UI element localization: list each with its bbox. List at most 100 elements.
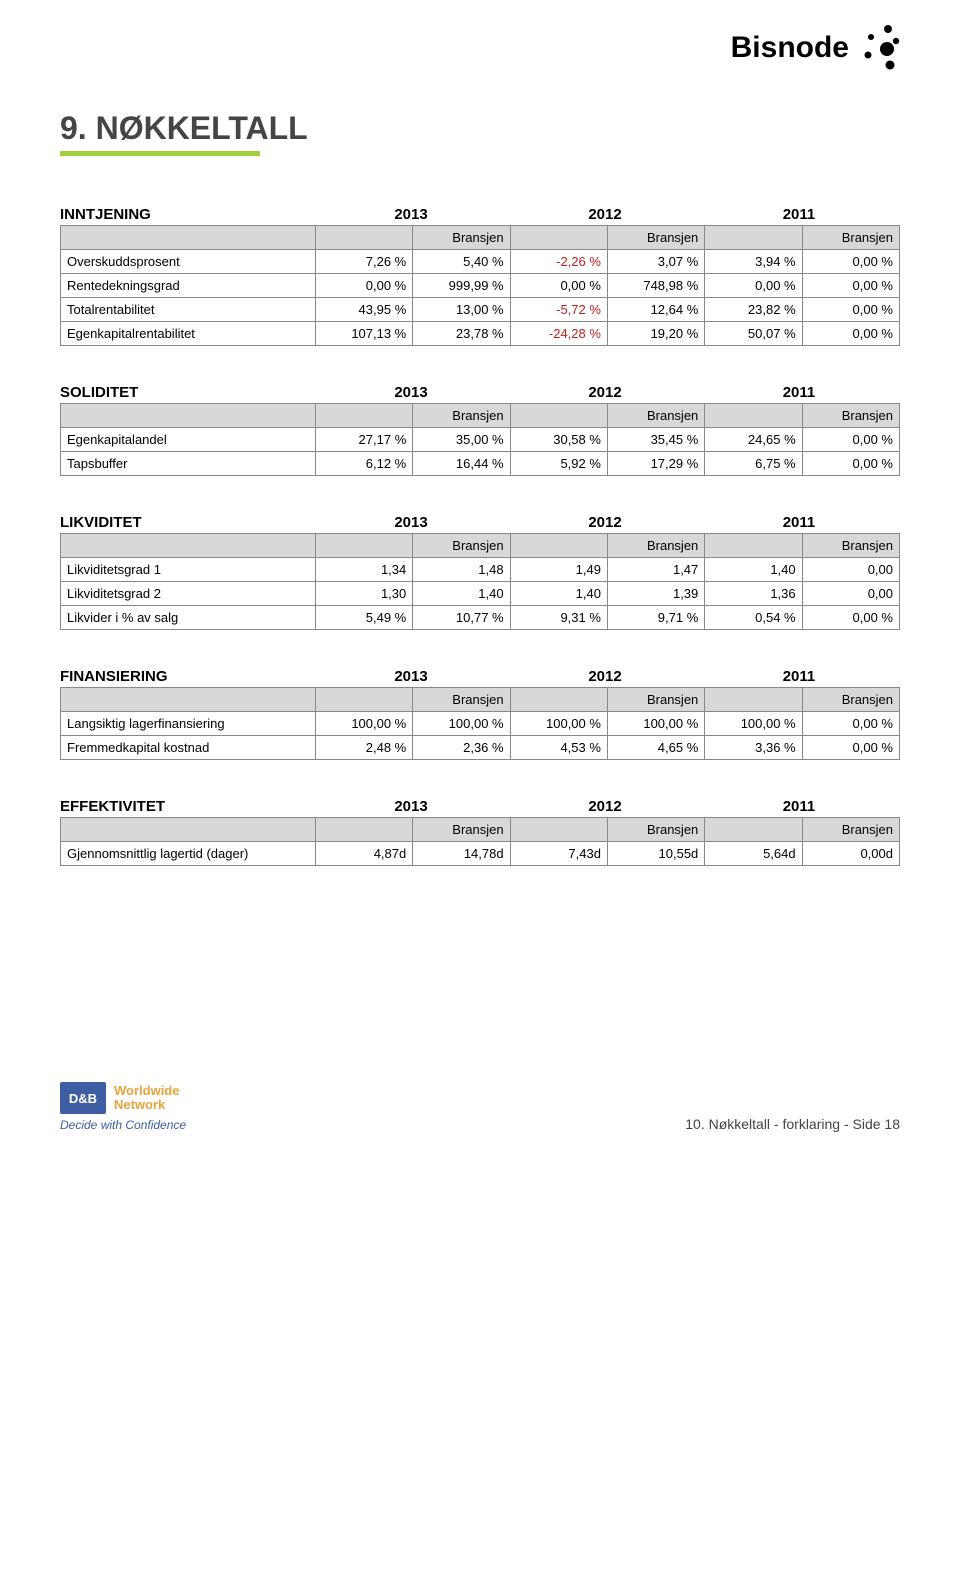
cell-value: 1,40: [705, 558, 802, 582]
year-header: 2013: [314, 514, 508, 531]
cell-value: 4,65 %: [607, 736, 704, 760]
cell-value: 3,94 %: [705, 250, 802, 274]
table-row: Tapsbuffer6,12 %16,44 %5,92 %17,29 %6,75…: [61, 452, 900, 476]
cell-value: 35,45 %: [607, 428, 704, 452]
cell-value: 100,00 %: [510, 712, 607, 736]
subheader-bransjen: Bransjen: [802, 404, 899, 428]
table-row: Egenkapitalandel27,17 %35,00 %30,58 %35,…: [61, 428, 900, 452]
subheader-empty: [510, 226, 607, 250]
subheader-bransjen: Bransjen: [413, 226, 510, 250]
year-header: 2013: [314, 384, 508, 401]
subheader-empty: [705, 404, 802, 428]
year-header: 2012: [508, 514, 702, 531]
table-likviditet: LIKVIDITET201320122011BransjenBransjenBr…: [60, 514, 900, 630]
table-subheader-row: Bransjen Bransjen Bransjen: [61, 818, 900, 842]
cell-value: 4,87d: [315, 842, 412, 866]
year-header: 2011: [702, 514, 896, 531]
table-row: Likvider i % av salg5,49 %10,77 %9,31 %9…: [61, 606, 900, 630]
cell-value: 5,92 %: [510, 452, 607, 476]
subheader-bransjen: Bransjen: [802, 818, 899, 842]
cell-value: 0,00 %: [802, 736, 899, 760]
subheader-bransjen: Bransjen: [607, 818, 704, 842]
cell-value: 2,36 %: [413, 736, 510, 760]
cell-value: 6,12 %: [315, 452, 412, 476]
subheader-empty: [510, 534, 607, 558]
subheader-empty: [510, 688, 607, 712]
row-label: Overskuddsprosent: [61, 250, 316, 274]
cell-value: 0,00 %: [802, 250, 899, 274]
cell-value: 12,64 %: [607, 298, 704, 322]
subheader-empty: [315, 688, 412, 712]
page-footer: D&B Worldwide Network Decide with Confid…: [60, 1082, 900, 1132]
cell-value: 43,95 %: [315, 298, 412, 322]
table-subheader-row: BransjenBransjenBransjen: [61, 688, 900, 712]
subheader-bransjen: Bransjen: [413, 534, 510, 558]
cell-value: 5,49 %: [315, 606, 412, 630]
cell-value: 0,00 %: [802, 322, 899, 346]
table-effektivitet: EFFEKTIVITET201320122011BransjenBransjen…: [60, 798, 900, 866]
row-label: Totalrentabilitet: [61, 298, 316, 322]
subheader-bransjen: Bransjen: [802, 534, 899, 558]
table-row: Overskuddsprosent7,26 %5,40 %-2,26 %3,07…: [61, 250, 900, 274]
cell-value: 17,29 %: [607, 452, 704, 476]
data-table: BransjenBransjenBransjenEgenkapitalandel…: [60, 403, 900, 476]
cell-value: 24,65 %: [705, 428, 802, 452]
cell-value: 1,30: [315, 582, 412, 606]
year-header: 2012: [508, 798, 702, 815]
cell-value: 7,26 %: [315, 250, 412, 274]
data-table: BransjenBransjenBransjenLikviditetsgrad …: [60, 533, 900, 630]
subheader-empty: [705, 818, 802, 842]
table-soliditet: SOLIDITET201320122011BransjenBransjenBra…: [60, 384, 900, 476]
year-header: 2011: [702, 384, 896, 401]
cell-value: 14,78d: [413, 842, 510, 866]
footer-page-ref: 10. Nøkkeltall - forklaring - Side 18: [685, 1116, 900, 1132]
table-subheader-row: BransjenBransjenBransjen: [61, 404, 900, 428]
subheader-empty: [315, 818, 412, 842]
subheader-blank: [61, 226, 316, 250]
cell-value: 13,00 %: [413, 298, 510, 322]
cell-value: 1,48: [413, 558, 510, 582]
table-finansiering: FINANSIERING201320122011BransjenBransjen…: [60, 668, 900, 760]
footer-left: D&B Worldwide Network Decide with Confid…: [60, 1082, 186, 1132]
data-table: BransjenBransjenBransjenGjennomsnittlig …: [60, 817, 900, 866]
cell-value: -5,72 %: [510, 298, 607, 322]
row-label: Fremmedkapital kostnad: [61, 736, 316, 760]
brand-dots-icon: [854, 25, 900, 71]
row-label: Tapsbuffer: [61, 452, 316, 476]
subheader-empty: [705, 688, 802, 712]
table-title-row: SOLIDITET201320122011: [60, 384, 900, 401]
footer-tagline: Decide with Confidence: [60, 1118, 186, 1132]
table-row: Fremmedkapital kostnad2,48 %2,36 %4,53 %…: [61, 736, 900, 760]
year-header: 2011: [702, 798, 896, 815]
year-header: 2012: [508, 384, 702, 401]
cell-value: 100,00 %: [607, 712, 704, 736]
cell-value: 1,34: [315, 558, 412, 582]
subheader-bransjen: Bransjen: [607, 534, 704, 558]
cell-value: -2,26 %: [510, 250, 607, 274]
cell-value: 3,07 %: [607, 250, 704, 274]
subheader-blank: [61, 404, 316, 428]
year-header: 2011: [702, 668, 896, 685]
cell-value: 0,00 %: [802, 712, 899, 736]
dnb-logo-icon: D&B: [60, 1082, 106, 1114]
cell-value: 30,58 %: [510, 428, 607, 452]
subheader-blank: [61, 688, 316, 712]
table-title: FINANSIERING: [60, 668, 314, 685]
subheader-bransjen: Bransjen: [607, 688, 704, 712]
table-subheader-row: BransjenBransjenBransjen: [61, 226, 900, 250]
cell-value: 3,36 %: [705, 736, 802, 760]
cell-value: 0,00 %: [802, 298, 899, 322]
table-title-row: INNTJENING201320122011: [60, 206, 900, 223]
cell-value: 6,75 %: [705, 452, 802, 476]
subheader-empty: [315, 226, 412, 250]
table-title: INNTJENING: [60, 206, 314, 223]
cell-value: 9,31 %: [510, 606, 607, 630]
cell-value: 5,64d: [705, 842, 802, 866]
cell-value: 0,00 %: [802, 428, 899, 452]
subheader-empty: [705, 226, 802, 250]
subheader-bransjen: Bransjen: [607, 404, 704, 428]
data-table: BransjenBransjenBransjenLangsiktig lager…: [60, 687, 900, 760]
subheader-bransjen: Bransjen: [413, 818, 510, 842]
year-header: 2013: [314, 798, 508, 815]
year-header: 2013: [314, 668, 508, 685]
